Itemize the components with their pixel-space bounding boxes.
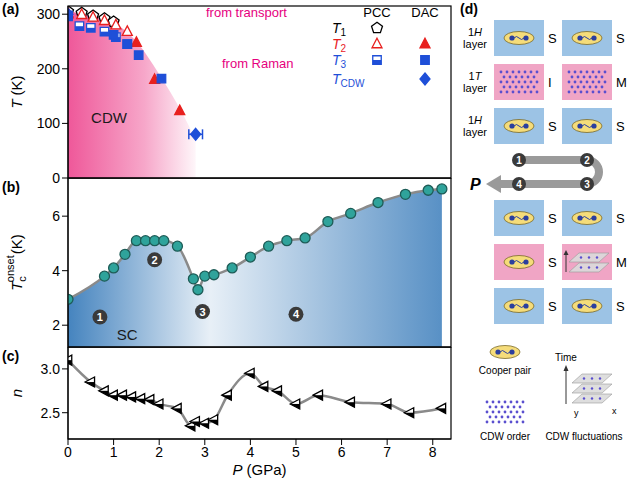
svg-text:(d): (d) — [460, 1, 478, 17]
svg-text:6: 6 — [52, 208, 60, 224]
svg-text:TCDW: TCDW — [332, 71, 365, 89]
svg-text:from transport: from transport — [206, 5, 287, 20]
svg-text:CDW: CDW — [91, 109, 128, 126]
svg-text:PCC: PCC — [363, 5, 390, 20]
svg-text:S: S — [548, 255, 557, 270]
svg-text:SC: SC — [117, 326, 138, 343]
svg-text:(a): (a) — [2, 1, 19, 17]
svg-text:0: 0 — [52, 170, 60, 186]
svg-text:1: 1 — [97, 311, 103, 323]
svg-text:M: M — [616, 255, 627, 270]
svg-text:y: y — [574, 408, 579, 418]
svg-text:layer: layer — [463, 38, 487, 50]
svg-text:4: 4 — [52, 263, 60, 279]
svg-text:7: 7 — [383, 444, 391, 460]
svg-text:4: 4 — [516, 179, 522, 190]
svg-text:S: S — [616, 119, 625, 134]
svg-text:S: S — [548, 211, 557, 226]
svg-text:I: I — [548, 75, 552, 90]
svg-text:2: 2 — [584, 155, 590, 166]
svg-text:2: 2 — [152, 254, 158, 266]
svg-text:CDW order: CDW order — [480, 431, 531, 442]
svg-text:DAC: DAC — [411, 5, 438, 20]
svg-text:2: 2 — [52, 317, 60, 333]
svg-text:Tconset(K): Tconset(K) — [4, 234, 28, 291]
svg-text:CDW fluctuations: CDW fluctuations — [545, 431, 622, 442]
svg-text:2: 2 — [155, 444, 163, 460]
svg-text:T3: T3 — [332, 52, 347, 70]
svg-text:S: S — [548, 119, 557, 134]
svg-text:P: P — [470, 176, 481, 193]
svg-text:4: 4 — [293, 308, 300, 320]
svg-text:P(GPa): P(GPa) — [232, 461, 286, 478]
svg-text:3: 3 — [201, 444, 209, 460]
svg-text:1T: 1T — [469, 70, 483, 82]
svg-text:Time: Time — [555, 352, 577, 363]
svg-text:8: 8 — [429, 444, 437, 460]
svg-text:(b): (b) — [2, 179, 20, 195]
svg-text:Cooper pair: Cooper pair — [479, 365, 532, 376]
svg-text:T2: T2 — [332, 36, 347, 54]
svg-text:3: 3 — [584, 179, 590, 190]
svg-text:(c): (c) — [2, 348, 19, 364]
svg-text:1: 1 — [110, 444, 118, 460]
svg-text:T(K): T(K) — [8, 75, 25, 108]
svg-text:3: 3 — [199, 306, 205, 318]
svg-text:S: S — [548, 31, 557, 46]
svg-text:x: x — [612, 406, 617, 416]
svg-text:from Raman: from Raman — [222, 56, 294, 71]
svg-text:4: 4 — [246, 444, 254, 460]
svg-text:n: n — [8, 389, 25, 397]
svg-text:layer: layer — [463, 82, 487, 94]
svg-text:2.5: 2.5 — [41, 405, 61, 421]
svg-text:layer: layer — [463, 126, 487, 138]
svg-text:S: S — [616, 31, 625, 46]
svg-text:300: 300 — [37, 6, 61, 22]
svg-text:T1: T1 — [332, 20, 347, 38]
svg-text:S: S — [616, 211, 625, 226]
svg-text:1H: 1H — [468, 26, 482, 38]
svg-text:0: 0 — [64, 444, 72, 460]
svg-text:3.0: 3.0 — [41, 361, 61, 377]
svg-text:6: 6 — [338, 444, 346, 460]
svg-text:S: S — [616, 299, 625, 314]
svg-text:1H: 1H — [468, 114, 482, 126]
svg-text:100: 100 — [37, 115, 61, 131]
svg-text:200: 200 — [37, 61, 61, 77]
svg-text:S: S — [548, 299, 557, 314]
svg-text:M: M — [616, 75, 627, 90]
svg-text:5: 5 — [292, 444, 300, 460]
svg-text:1: 1 — [516, 155, 522, 166]
